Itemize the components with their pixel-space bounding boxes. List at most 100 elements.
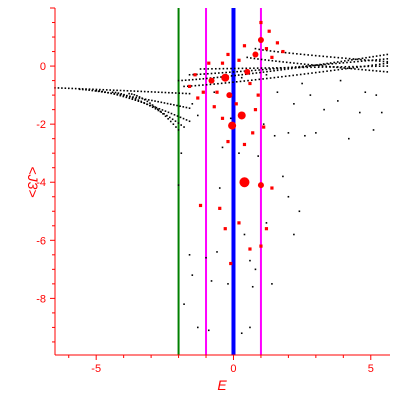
- data-point-black: [283, 66, 286, 69]
- data-point-black: [166, 102, 169, 105]
- data-point-red: [252, 51, 259, 58]
- data-point-black: [262, 71, 265, 73]
- data-point-black: [199, 73, 202, 76]
- data-point-black: [160, 111, 163, 113]
- vertical-lines: [177, 8, 262, 355]
- data-point-black: [320, 63, 323, 66]
- data-point-black: [333, 69, 336, 71]
- data-point-black: [345, 57, 347, 60]
- data-point-black: [345, 67, 347, 70]
- data-point-black: [363, 65, 366, 68]
- data-point-black: [131, 98, 134, 101]
- data-point-black: [214, 72, 216, 75]
- data-point-black: [92, 88, 94, 91]
- data-point-black: [137, 99, 140, 101]
- data-point-black: [179, 105, 181, 107]
- data-point-black: [180, 152, 183, 154]
- data-point-black: [154, 108, 157, 110]
- data-point-black: [341, 68, 343, 71]
- data-point-red: [221, 73, 230, 82]
- data-point-black: [128, 95, 131, 98]
- data-point-black: [348, 65, 350, 68]
- data-point-black: [138, 96, 141, 98]
- data-point-black: [333, 56, 336, 59]
- data-point-black: [358, 111, 361, 114]
- data-point-black: [168, 116, 171, 119]
- data-point-red: [253, 108, 258, 112]
- data-point-black: [293, 233, 295, 236]
- data-point-black: [292, 74, 294, 77]
- data-point-red: [229, 261, 233, 266]
- data-point-black: [322, 55, 325, 58]
- data-point-black: [188, 107, 191, 109]
- data-point-black: [116, 94, 119, 96]
- data-point-black: [318, 55, 321, 57]
- data-point-black: [128, 97, 131, 100]
- data-point-black: [291, 66, 293, 69]
- data-point-black: [209, 83, 212, 86]
- data-point-black: [105, 89, 108, 91]
- data-point-black: [146, 103, 148, 106]
- data-point-black: [323, 108, 325, 111]
- data-point-black: [95, 89, 97, 92]
- data-point-black: [282, 175, 284, 178]
- data-point-black: [326, 62, 328, 65]
- data-point-black: [198, 78, 201, 80]
- data-point-black: [123, 93, 125, 96]
- data-point-black: [386, 58, 389, 60]
- data-point-black: [335, 62, 337, 65]
- data-point-black: [101, 90, 104, 93]
- data-point-black: [314, 71, 317, 74]
- data-point-black: [251, 285, 254, 288]
- data-point-black: [218, 72, 220, 74]
- data-point-black: [177, 79, 180, 82]
- data-point-red: [256, 93, 260, 97]
- data-point-black: [185, 92, 187, 95]
- data-point-black: [285, 61, 288, 64]
- data-point-black: [264, 67, 267, 69]
- data-point-black: [220, 76, 222, 78]
- data-point-black: [243, 80, 246, 82]
- data-point-black: [188, 254, 191, 256]
- data-point-black: [293, 62, 295, 64]
- data-point-black: [159, 110, 162, 113]
- data-point-black: [317, 66, 320, 68]
- data-point-black: [154, 91, 156, 93]
- data-point-black: [222, 67, 225, 70]
- data-point-black: [342, 62, 345, 64]
- data-point-black: [316, 64, 319, 66]
- data-point-black: [311, 64, 313, 66]
- data-point-black: [157, 100, 159, 103]
- data-point-black: [330, 69, 332, 72]
- data-point-black: [230, 67, 232, 70]
- data-point-black: [241, 73, 244, 76]
- data-point-black: [155, 106, 158, 109]
- data-point-black: [237, 67, 240, 70]
- data-point-black: [271, 283, 273, 285]
- data-point-black: [293, 103, 295, 105]
- data-point-black: [260, 67, 263, 69]
- data-point-black: [309, 94, 312, 96]
- data-point-black: [221, 71, 224, 74]
- data-point-black: [227, 283, 229, 285]
- data-point-black: [194, 84, 197, 87]
- data-point-black: [240, 76, 243, 79]
- data-point-black: [202, 77, 205, 80]
- data-point-black: [347, 59, 350, 62]
- data-point-black: [126, 94, 128, 97]
- data-point-red: [262, 125, 266, 129]
- data-point-black: [277, 76, 279, 78]
- y-tick-label: -6: [36, 235, 46, 247]
- data-point-red: [244, 68, 251, 75]
- data-point-black: [119, 94, 122, 97]
- data-point-black: [119, 89, 122, 92]
- data-point-black: [296, 62, 299, 65]
- data-point-black: [289, 61, 292, 64]
- data-point-black: [167, 111, 170, 114]
- data-point-black: [188, 120, 191, 123]
- data-point-black: [292, 52, 294, 55]
- data-point-black: [240, 332, 243, 335]
- data-point-black: [91, 89, 94, 92]
- data-point-black: [224, 82, 227, 84]
- data-point-black: [180, 124, 183, 126]
